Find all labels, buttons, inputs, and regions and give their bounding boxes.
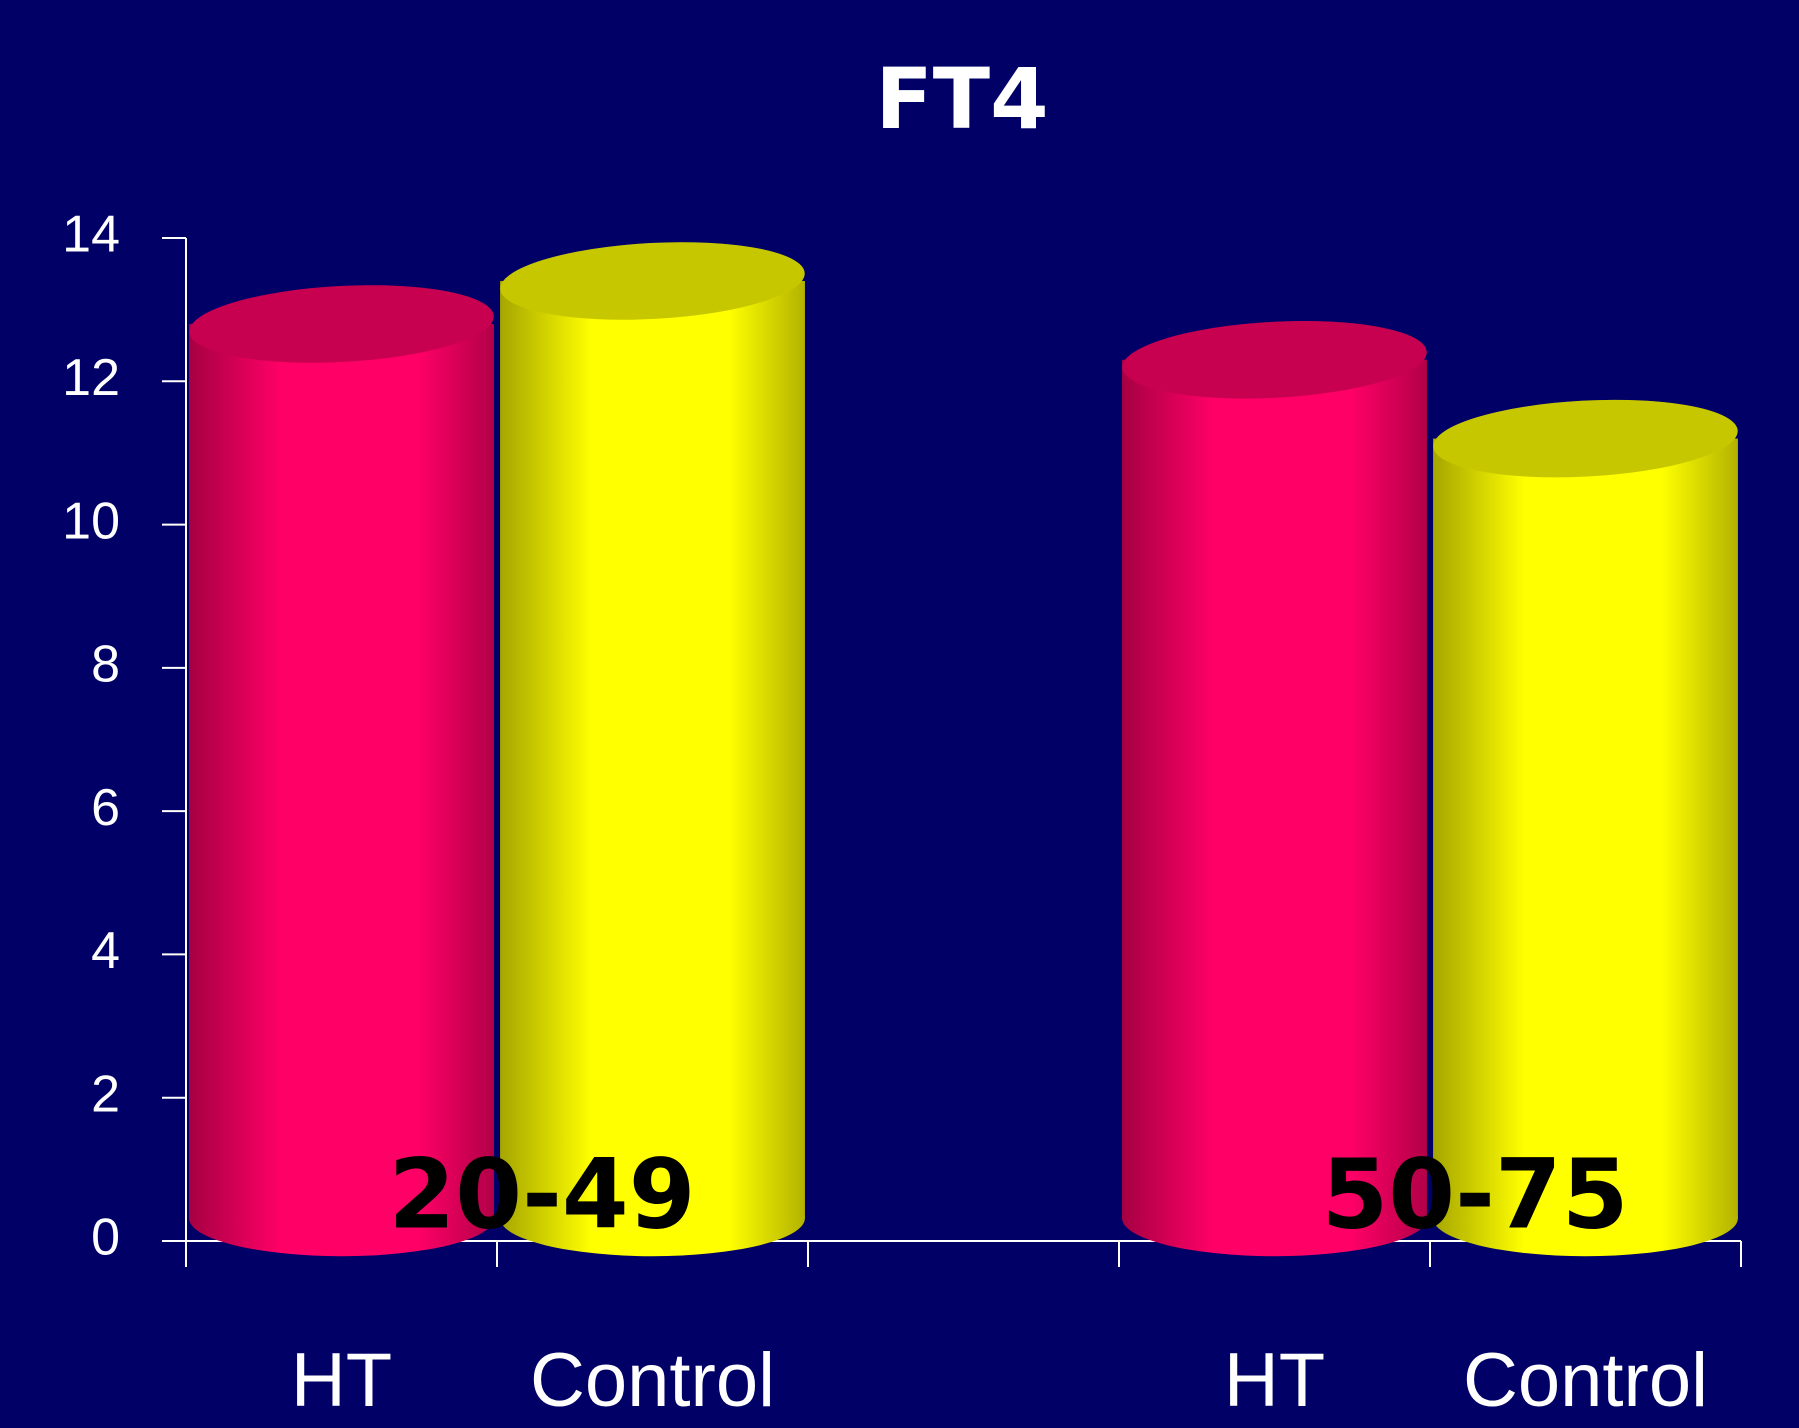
bar-top <box>189 285 494 363</box>
bar-top-shade <box>1122 321 1427 399</box>
bar-body-shade <box>1433 438 1738 1219</box>
bar <box>500 242 805 1257</box>
x-tick-label: HT <box>1224 1338 1325 1423</box>
bar <box>1122 321 1427 1257</box>
bar-body-shade <box>1122 359 1427 1219</box>
y-tick-label: 8 <box>91 636 120 694</box>
y-tick-label: 0 <box>91 1209 120 1267</box>
y-tick-label: 10 <box>62 492 120 550</box>
group-label: 20-49 <box>388 1138 695 1250</box>
bar-body-shade <box>189 323 494 1219</box>
x-tick-label: Control <box>1463 1338 1708 1423</box>
x-tick-label: Control <box>530 1338 775 1423</box>
y-tick-label: 14 <box>62 206 120 264</box>
bar-top-shade <box>500 242 805 320</box>
bar-top-shade <box>189 285 494 363</box>
bar-top-shade <box>1433 399 1738 478</box>
y-tick-label: 4 <box>91 922 120 980</box>
x-tick-label: HT <box>291 1338 392 1423</box>
y-tick-label: 12 <box>62 349 120 407</box>
y-tick-label: 2 <box>91 1065 120 1123</box>
group-label: 50-75 <box>1321 1138 1628 1250</box>
y-tick-label: 6 <box>91 779 120 837</box>
bar-top <box>1122 321 1427 399</box>
bar <box>1433 399 1738 1257</box>
bar <box>189 285 494 1257</box>
chart-title: FT4 <box>875 50 1048 148</box>
bar-top <box>1433 399 1738 478</box>
bar-top <box>500 242 805 320</box>
bar-body-shade <box>500 280 805 1219</box>
